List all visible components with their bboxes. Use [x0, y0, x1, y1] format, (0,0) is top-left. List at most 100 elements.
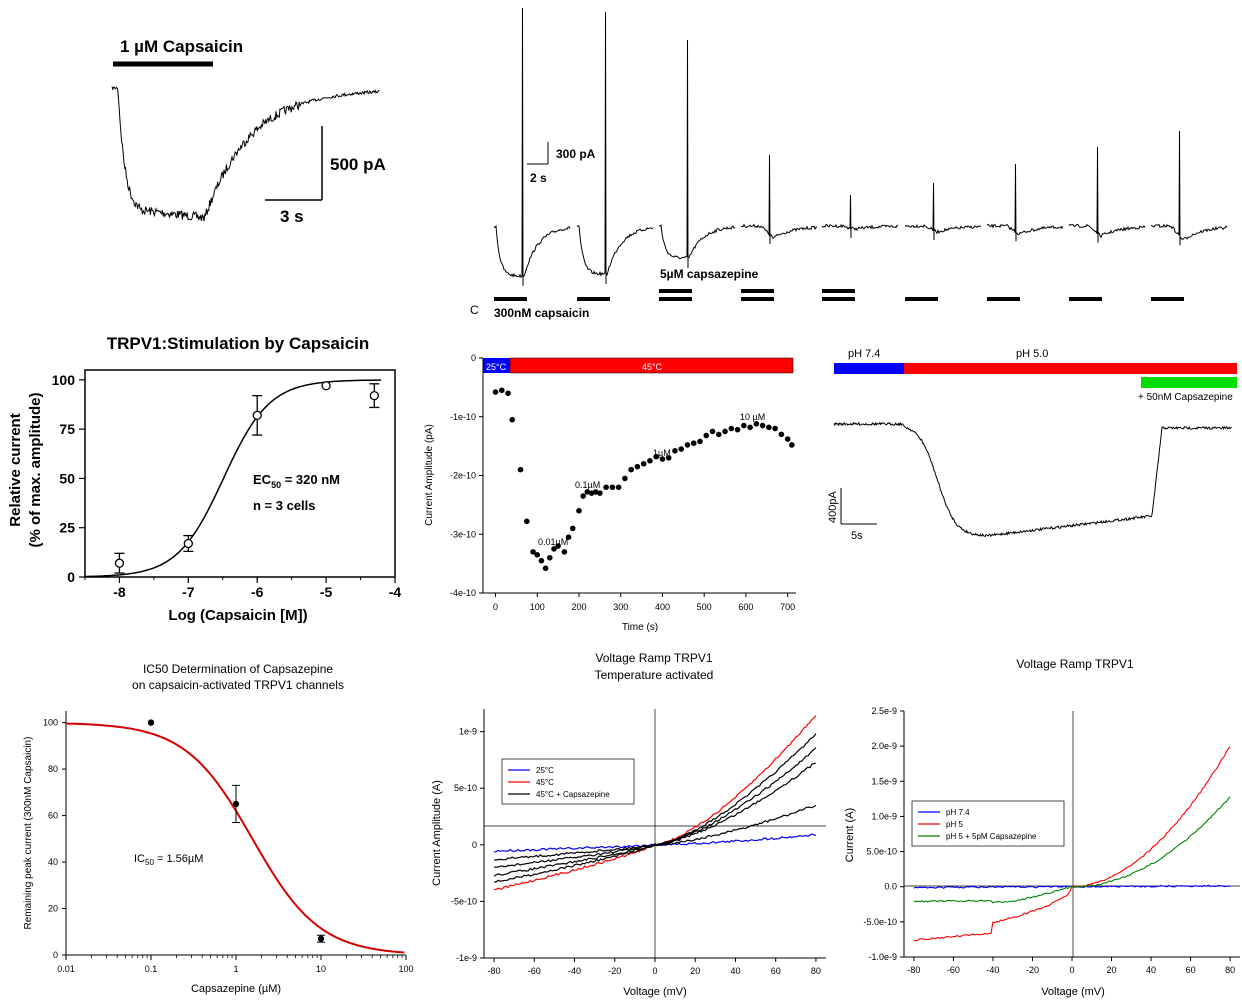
- y-tick-label: 0: [471, 353, 476, 363]
- axis-ticks: -8 -7 -6 -5 -4 0 25 50 75 100: [52, 372, 402, 600]
- legend-label: pH 7.4: [946, 808, 970, 817]
- y-axis-label: Current (A): [844, 808, 856, 862]
- data-point: [183, 538, 193, 549]
- data-point: [561, 549, 568, 555]
- x-tick-label: 80: [811, 966, 821, 976]
- x-tick-label: -20: [1026, 965, 1039, 975]
- panel-iv-ph: Voltage Ramp TRPV1 -80 -60 -40 -20 0 20 40 60 80…: [844, 657, 1240, 998]
- x-tick-label: -7: [182, 584, 195, 600]
- data-point: [369, 390, 379, 401]
- data-point: [734, 426, 741, 433]
- y-tick-label: -2e-10: [450, 471, 476, 481]
- y-axis-label: Relative current: [7, 413, 24, 526]
- data-point: [722, 428, 728, 435]
- scale-bar-x-label: 5s: [851, 530, 863, 542]
- x-tick-label: 100: [398, 964, 413, 974]
- x-tick-label: -80: [907, 965, 920, 975]
- y-tick-label: 0: [67, 569, 75, 585]
- data-point: [766, 424, 772, 431]
- ph74-label: pH 7.4: [848, 348, 880, 360]
- y-axis-label-2: (% of max. amplitude): [27, 392, 44, 547]
- data-points: [492, 387, 795, 572]
- ph-current-trace: [833, 421, 1232, 538]
- scale-bar-y-label: 400pA: [827, 491, 839, 523]
- data-point: [659, 456, 666, 462]
- x-tick-label: 20: [690, 966, 700, 976]
- plot-frame: [84, 369, 396, 578]
- legend-label: 45°C + Capsazepine: [536, 790, 610, 799]
- panel-ph-trace: pH 7.4 pH 5.0 + 50nM Capsazepine 400pA 5…: [827, 348, 1237, 542]
- data-point: [580, 493, 586, 499]
- x-tick-label: 40: [730, 966, 740, 976]
- scale-bar-x-label: 3 s: [280, 207, 304, 226]
- x-tick-label: 1: [233, 964, 238, 974]
- conc-label-0.01: 0.01µM: [538, 537, 568, 547]
- y-tick-label: 60: [48, 811, 58, 821]
- sweep-trace: [821, 194, 899, 239]
- x-tick-label: 80: [1225, 965, 1235, 975]
- data-point: [509, 416, 516, 423]
- capsaicin-bar-label: 1 µM Capsaicin: [120, 37, 243, 56]
- x-tick-label: -80: [488, 966, 501, 976]
- y-tick-label: 1.5e-9: [871, 776, 897, 786]
- x-tick-label: 0.1: [145, 964, 158, 974]
- iv-series: [913, 746, 1231, 942]
- x-tick-label: -6: [251, 584, 264, 600]
- sweep-trace: [740, 154, 818, 245]
- x-axis-label: Time (s): [622, 622, 658, 633]
- y-tick-label: 0: [53, 950, 58, 960]
- axis-ticks: -80 -60 -40 -20 0 20 40 60 80 -1.0e-9 -5.0e-10 0.0 5…: [863, 706, 1235, 975]
- x-tick-label: -60: [947, 965, 960, 975]
- x-tick-label: 0: [652, 966, 657, 976]
- temp-label-45: 45°C: [642, 362, 663, 372]
- x-tick-label: 40: [1146, 965, 1156, 975]
- iv-curve: [913, 796, 1231, 904]
- y-tick-label: -5e-10: [451, 896, 477, 906]
- panel-iv-temperature: Voltage Ramp TRPV1 Temperature activated…: [431, 651, 826, 998]
- panel-ic50: IC50 Determination of Capsazepine on cap…: [23, 662, 414, 995]
- temp-label-25: 25°C: [486, 362, 507, 372]
- y-tick-label: 0.0: [884, 882, 897, 892]
- axis-ticks: -80 -60 -40 -20 0 20 40 60 80 -1e-9 -5e-10 0 5e-10 1e…: [451, 727, 821, 976]
- y-tick-label: -5.0e-10: [863, 917, 897, 927]
- capsazepine-label: + 50nM Capsazepine: [1138, 392, 1233, 403]
- data-point: [653, 453, 659, 460]
- x-tick-label: -40: [568, 966, 581, 976]
- x-tick-label: 300: [613, 602, 628, 612]
- data-point: [784, 436, 791, 442]
- x-axis-label: Voltage (mV): [1041, 986, 1105, 998]
- axis-ticks: 0 100 200 300 400 500 600 700 0 -1e-10 -2e-10 -3e-1…: [450, 353, 795, 612]
- data-point: [597, 490, 603, 496]
- ph50-bar: [904, 363, 1237, 374]
- data-point: [232, 800, 240, 808]
- conc-label-10: 10 µM: [740, 412, 765, 422]
- sweep-trace: [904, 182, 982, 241]
- data-point: [603, 484, 609, 491]
- data-point: [565, 534, 572, 540]
- ec50-annotation: EC50 = 320 nM: [253, 472, 340, 490]
- data-point: [747, 424, 753, 431]
- chart-title: Voltage Ramp TRPV1: [595, 651, 713, 665]
- y-tick-label: 75: [59, 421, 75, 437]
- sweep-trace: [493, 7, 571, 286]
- sweep-trace: [986, 163, 1064, 242]
- legend-label: 25°C: [536, 766, 554, 775]
- data-point: [498, 387, 505, 394]
- capsazepine-bar: [1141, 377, 1237, 388]
- legend: 25°C 45°C 45°C + Capsazepine: [508, 766, 610, 799]
- x-tick-label: 60: [771, 966, 781, 976]
- data-point: [678, 446, 685, 452]
- data-point: [252, 410, 262, 420]
- x-tick-label: 700: [780, 602, 795, 612]
- y-axis-label: Remaining peak current (300nM Capsaicin): [23, 737, 34, 930]
- data-point: [741, 422, 747, 429]
- data-point: [640, 460, 647, 467]
- y-axis-label: Current Amplitude (pA): [424, 424, 435, 526]
- y-tick-label: -4e-10: [450, 588, 476, 598]
- y-tick-label: 50: [59, 470, 75, 486]
- data-point: [317, 935, 325, 942]
- data-point: [492, 389, 499, 395]
- n-annotation: n = 3 cells: [253, 498, 316, 513]
- y-tick-label: 1e-9: [459, 727, 477, 737]
- panel-dose-response: TRPV1:Stimulation by Capsaicin -8 -7 -6 -5-…: [7, 334, 401, 624]
